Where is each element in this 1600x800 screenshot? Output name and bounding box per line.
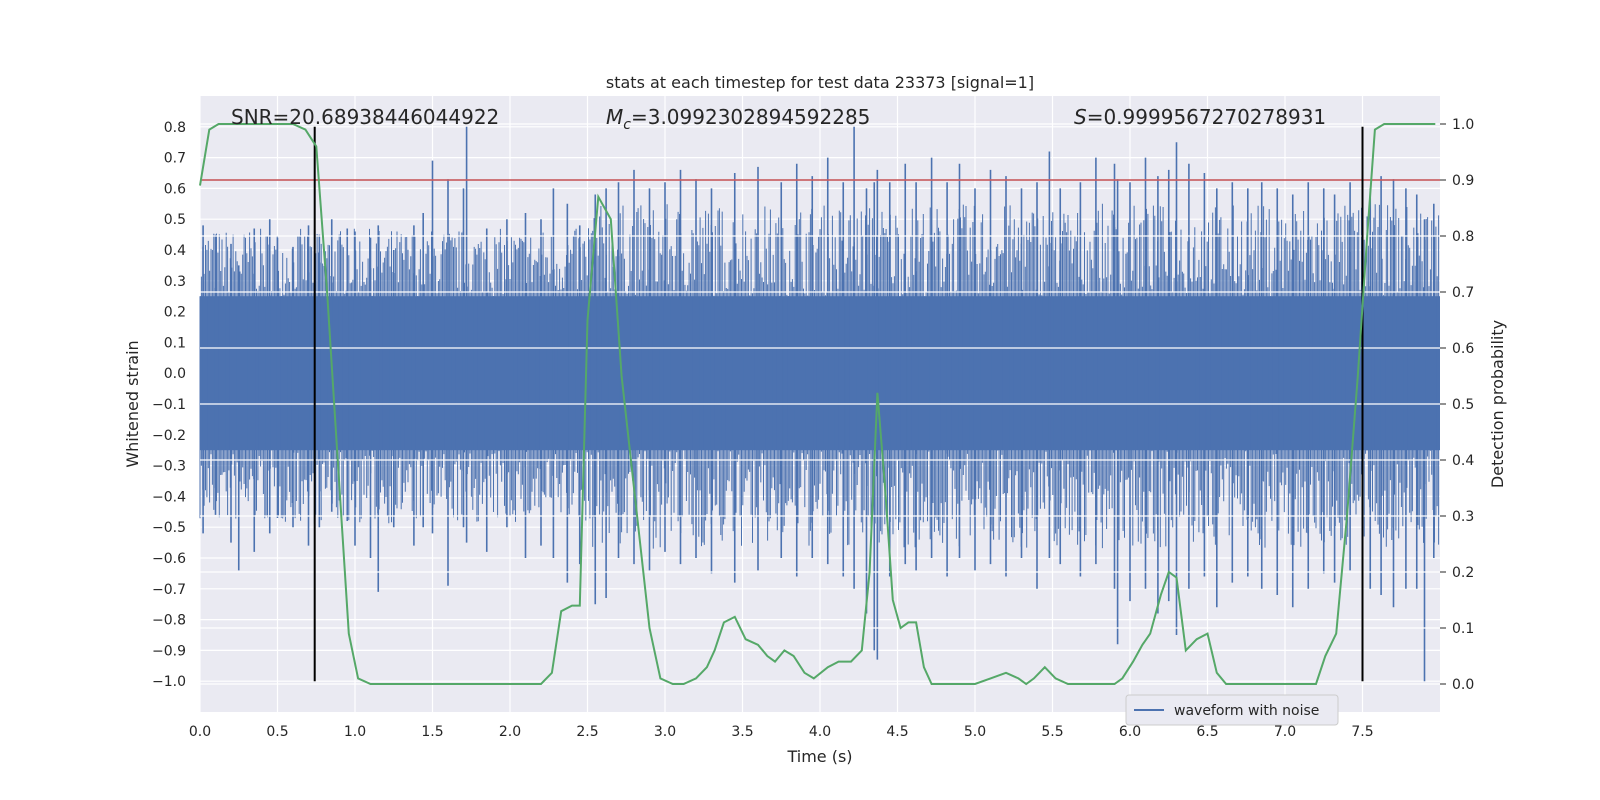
y-tick-label: −1.0 <box>152 674 186 690</box>
x-tick-label: 4.0 <box>809 724 831 740</box>
x-tick-label: 3.5 <box>731 724 753 740</box>
y-tick-label: 0.2 <box>164 305 186 321</box>
y-right-tick-label: 0.0 <box>1452 677 1474 693</box>
y-right-tick-label: 0.6 <box>1452 341 1474 357</box>
score-value: =0.9999567270278931 <box>1087 105 1326 129</box>
waveform-noise-spikes <box>199 203 1440 549</box>
y-tick-label: 0.4 <box>164 243 186 259</box>
y-right-tick-label: 0.1 <box>1452 621 1474 637</box>
y-tick-label: −0.3 <box>152 459 186 475</box>
x-tick-label: 0.5 <box>266 724 288 740</box>
legend-box <box>1125 694 1339 726</box>
y-right-tick-label: 0.5 <box>1452 397 1474 413</box>
x-tick-label: 3.0 <box>654 724 676 740</box>
legend-label-waveform: waveform with noise <box>1174 703 1319 719</box>
chirp-mass-annotation: Mc=3.0992302894592285 <box>606 105 870 133</box>
y-tick-label: −0.6 <box>152 551 186 567</box>
y-tick-label: −0.4 <box>152 489 186 505</box>
legend: waveform with noise <box>1125 694 1339 726</box>
snr-annotation: SNR=20.68938446044922 <box>231 105 499 129</box>
vertical-markers <box>313 126 1364 682</box>
chirp-mass-symbol: M <box>606 105 623 129</box>
x-tick-label: 2.0 <box>499 724 521 740</box>
y-axis-label: Whitened strain <box>123 340 142 467</box>
x-tick-label: 7.0 <box>1274 724 1296 740</box>
y-axis-ticks: 0.8 0.7 0.6 0.5 0.4 0.3 0.2 0.1 0.0 −0.1 −0.2 −0.3 −… <box>152 120 186 690</box>
y-right-axis-label: Detection probability <box>1488 320 1507 488</box>
x-tick-label: 1.5 <box>421 724 443 740</box>
detection-probability-line <box>199 123 1436 686</box>
x-tick-label: 0.0 <box>189 724 211 740</box>
x-tick-label: 5.5 <box>1041 724 1063 740</box>
y-right-tick-label: 0.7 <box>1452 285 1474 301</box>
y-tick-label: −0.9 <box>152 643 186 659</box>
y-tick-label: 0.3 <box>164 274 186 290</box>
chart-title: stats at each timestep for test data 233… <box>606 73 1034 92</box>
y-tick-label: −0.2 <box>152 428 186 444</box>
x-axis-label: Time (s) <box>786 747 852 766</box>
x-axis-ticks: 0.0 0.5 1.0 1.5 2.0 2.5 3.0 3.5 4.0 4.5 5.0 5.5 6.0 6… <box>189 724 1374 740</box>
x-tick-label: 1.0 <box>344 724 366 740</box>
score-annotation: S=0.9999567270278931 <box>1074 105 1326 129</box>
y-tick-label: −0.7 <box>152 582 186 598</box>
y-right-tick-label: 0.9 <box>1452 173 1474 189</box>
x-tick-label: 6.0 <box>1119 724 1141 740</box>
y-tick-label: 0.6 <box>164 181 186 197</box>
y-right-tick-label: 0.8 <box>1452 229 1474 245</box>
x-tick-label: 2.5 <box>576 724 598 740</box>
y-tick-label: 0.0 <box>164 366 186 382</box>
chirp-mass-value: =3.0992302894592285 <box>631 105 870 129</box>
y-tick-label: −0.1 <box>152 397 186 413</box>
chirp-mass-subscript: c <box>623 117 631 133</box>
y-tick-label: 0.5 <box>164 212 186 228</box>
y-tick-label: 0.1 <box>164 335 186 351</box>
score-symbol: S <box>1074 105 1087 129</box>
waveform-series <box>199 126 1440 682</box>
x-tick-label: 6.5 <box>1196 724 1218 740</box>
x-tick-label: 5.0 <box>964 724 986 740</box>
y-right-axis-ticks: 1.0 0.9 0.8 0.7 0.6 0.5 0.4 0.3 0.2 0.1 0.0 <box>1440 117 1474 693</box>
y-tick-label: −0.8 <box>152 613 186 629</box>
y-right-tick-label: 0.4 <box>1452 453 1474 469</box>
y-tick-label: 0.8 <box>164 120 186 136</box>
x-tick-label: 4.5 <box>886 724 908 740</box>
y-tick-label: −0.5 <box>152 520 186 536</box>
x-tick-label: 7.5 <box>1351 724 1373 740</box>
y-right-tick-label: 1.0 <box>1452 117 1474 133</box>
y-right-tick-label: 0.3 <box>1452 509 1474 525</box>
y-right-tick-label: 0.2 <box>1452 565 1474 581</box>
y-tick-label: 0.7 <box>164 151 186 167</box>
